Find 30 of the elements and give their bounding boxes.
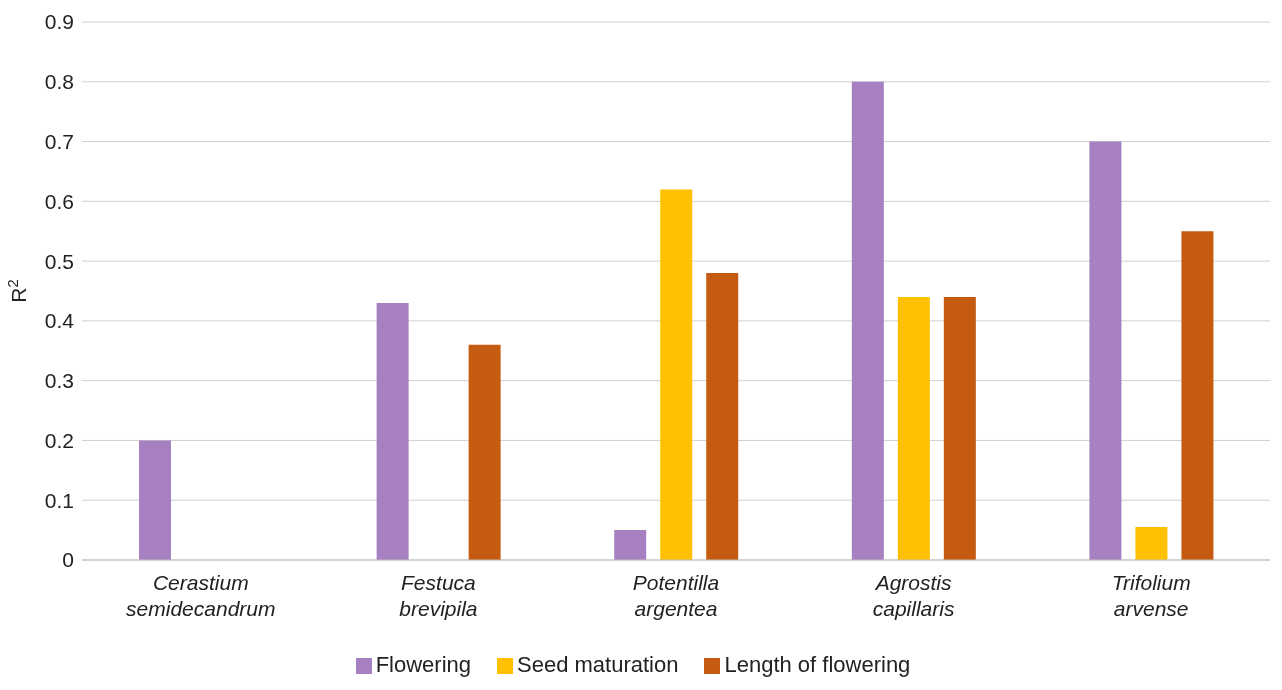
bar — [706, 273, 739, 560]
x-tick-label: Potentilla argentea — [632, 571, 720, 620]
y-tick-label: 0.3 — [44, 369, 74, 393]
legend-label: Seed maturation — [517, 652, 679, 677]
bar — [851, 81, 884, 560]
bar — [943, 296, 976, 560]
bar — [139, 440, 172, 560]
x-tick-label: Festuca brevipila — [399, 571, 478, 620]
bar — [1135, 527, 1168, 560]
y-tick-label: 0.1 — [44, 488, 74, 512]
x-tick-label: Trifolium arvense — [1111, 571, 1191, 620]
x-tick-label: Cerastium semidecandrum — [126, 571, 276, 620]
legend-label: Length of flowering — [724, 652, 911, 677]
bar — [1089, 141, 1122, 560]
y-tick-label: 0.6 — [44, 189, 74, 213]
bar — [376, 302, 409, 560]
bar — [897, 296, 930, 560]
bar — [614, 530, 647, 560]
x-tick-label: Agrostis capillaris — [872, 571, 955, 620]
y-tick-label: 0.5 — [44, 249, 74, 273]
y-tick-label: 0.2 — [44, 428, 74, 452]
bar — [660, 189, 693, 560]
bar — [468, 344, 501, 560]
y-tick-label: 0.9 — [44, 10, 74, 34]
y-tick-label: 0 — [62, 548, 74, 572]
y-tick-label: 0.7 — [44, 130, 74, 154]
legend-label: Flowering — [375, 652, 472, 677]
y-tick-label: 0.4 — [44, 309, 75, 333]
y-tick-label: 0.8 — [44, 70, 74, 94]
bar — [1181, 231, 1214, 560]
